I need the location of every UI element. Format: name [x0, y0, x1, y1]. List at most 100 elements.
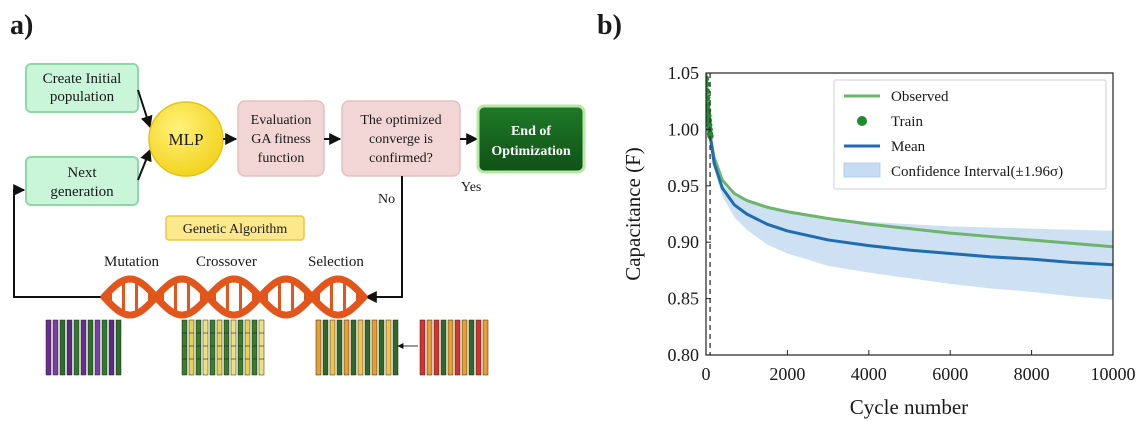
train-point	[706, 112, 712, 120]
chromosome-bar	[101, 319, 108, 376]
chromosome-bar	[350, 319, 357, 376]
train-point	[706, 94, 711, 102]
chromosome-bar	[45, 319, 52, 376]
chromosome-bar	[385, 319, 392, 376]
chromosome-bar	[357, 319, 364, 376]
stage-crossover: Crossover	[196, 254, 257, 270]
next-generation-line2: generation	[50, 184, 114, 200]
chromosome-bar	[237, 319, 244, 376]
chromosome-bar	[447, 319, 454, 376]
chromosome-bar	[258, 319, 265, 376]
panel-a-label: a)	[10, 10, 33, 41]
evaluation-line2: GA fitness	[251, 132, 311, 147]
chromosome-bar	[440, 319, 447, 376]
x-tick-label: 6000	[932, 364, 968, 384]
chromosome-bar	[364, 319, 371, 376]
mlp-node: MLP	[148, 101, 224, 177]
evaluation-line1: Evaluation	[251, 113, 312, 128]
create-initial-node: Create Initial population	[25, 63, 139, 113]
chromosome-bar	[454, 319, 461, 376]
chromosome-bar	[475, 319, 482, 376]
series-line-mean	[708, 134, 1113, 267]
create-initial-line1: Create Initial	[43, 71, 122, 87]
arrow-dna-to-next-generation	[13, 184, 104, 298]
chromosome-bar	[94, 319, 101, 376]
legend: Observed Train Mean Confidence Interval(…	[833, 79, 1107, 190]
y-tick-label: 0.90	[668, 232, 700, 252]
chromosome-bar	[73, 319, 80, 376]
chromosome-bar	[426, 319, 433, 376]
legend-ci: Confidence Interval(±1.96σ)	[891, 164, 1063, 180]
chromosome-bar	[52, 319, 59, 376]
stage-selection: Selection	[308, 254, 364, 270]
train-point	[706, 81, 710, 88]
chromosome-bar	[315, 319, 322, 376]
end-node: End of Optimization	[476, 104, 586, 174]
chromosome-bar	[202, 319, 209, 376]
x-tick-label: 2000	[769, 364, 805, 384]
legend-observed: Observed	[891, 89, 949, 105]
chromosome-bar	[223, 319, 230, 376]
y-tick-label: 1.00	[668, 119, 700, 139]
chromosome-bar	[371, 319, 378, 376]
create-initial-line2: population	[50, 89, 115, 105]
chromosome-bar	[461, 319, 468, 376]
legend-box	[833, 79, 1107, 190]
y-axis-title: Capacitance (F)	[621, 147, 645, 281]
x-tick-label: 10000	[1091, 364, 1136, 384]
chromosome-bar	[108, 319, 115, 376]
y-tick-label: 1.05	[668, 63, 700, 83]
chromosome-bar	[80, 319, 87, 376]
legend-swatch-train	[857, 116, 867, 126]
y-tick-label: 0.85	[668, 289, 700, 309]
evaluation-line3: function	[258, 151, 305, 166]
chromosome-bar	[230, 319, 237, 376]
chromosome-bar	[322, 319, 329, 376]
mlp-label: MLP	[169, 130, 204, 149]
chromosome-bar	[66, 319, 73, 376]
dna-strand-1	[100, 275, 368, 319]
edge-label-yes: Yes	[461, 180, 481, 195]
legend-swatch-ci	[843, 162, 881, 178]
end-line2: Optimization	[491, 144, 571, 159]
next-generation-line1: Next	[67, 165, 97, 181]
chromosome-bar	[419, 319, 426, 376]
converge-line3: confirmed?	[369, 151, 433, 166]
x-tick-label: 4000	[851, 364, 887, 384]
chromosome-bar	[329, 319, 336, 376]
axis-ticks: 0 2000 4000 6000 8000 10000 0.80 0.85 0.90 0.95 1.…	[668, 63, 1136, 384]
chromosome-bar	[251, 319, 258, 376]
chromosome-bar	[87, 319, 94, 376]
x-tick-label: 8000	[1014, 364, 1050, 384]
panel-b-label: b)	[597, 10, 622, 41]
arrow-initial-to-mlp	[137, 89, 153, 129]
arrow-next-to-mlp	[137, 148, 152, 181]
chromosome-bar	[343, 319, 350, 376]
converge-line2: converge is	[369, 132, 433, 147]
chromosome-bar	[378, 319, 385, 376]
chromosome-bar	[188, 319, 195, 376]
x-axis-title: Cycle number	[850, 395, 968, 419]
y-tick-label: 0.80	[668, 345, 700, 365]
chromosome-bar	[433, 319, 440, 376]
plot-area	[706, 73, 1113, 355]
stage-mutation: Mutation	[104, 254, 159, 270]
chromosome-bar	[336, 319, 343, 376]
chromosome-bar	[195, 319, 202, 376]
end-line1: End of	[511, 124, 551, 139]
ga-title-badge: Genetic Algorithm	[165, 215, 305, 241]
dna-strand-2	[100, 275, 368, 319]
legend-mean: Mean	[891, 139, 926, 155]
panel-b: b) 0 2000 4000 6000 8000 10000 0.80 0.85 0.90 0.9…	[597, 10, 1136, 419]
chromosome-bar	[244, 319, 251, 376]
ga-title: Genetic Algorithm	[183, 222, 288, 237]
chromosome-bar	[181, 319, 188, 376]
edge-label-no: No	[378, 192, 395, 207]
legend-train: Train	[891, 114, 923, 130]
axes-frame	[705, 72, 1114, 356]
chromosome-groups	[45, 319, 489, 376]
panel-a: a) Create Initial population Next genera…	[10, 10, 586, 376]
series-line-observed	[706, 73, 1113, 249]
chromosome-bar	[468, 319, 475, 376]
